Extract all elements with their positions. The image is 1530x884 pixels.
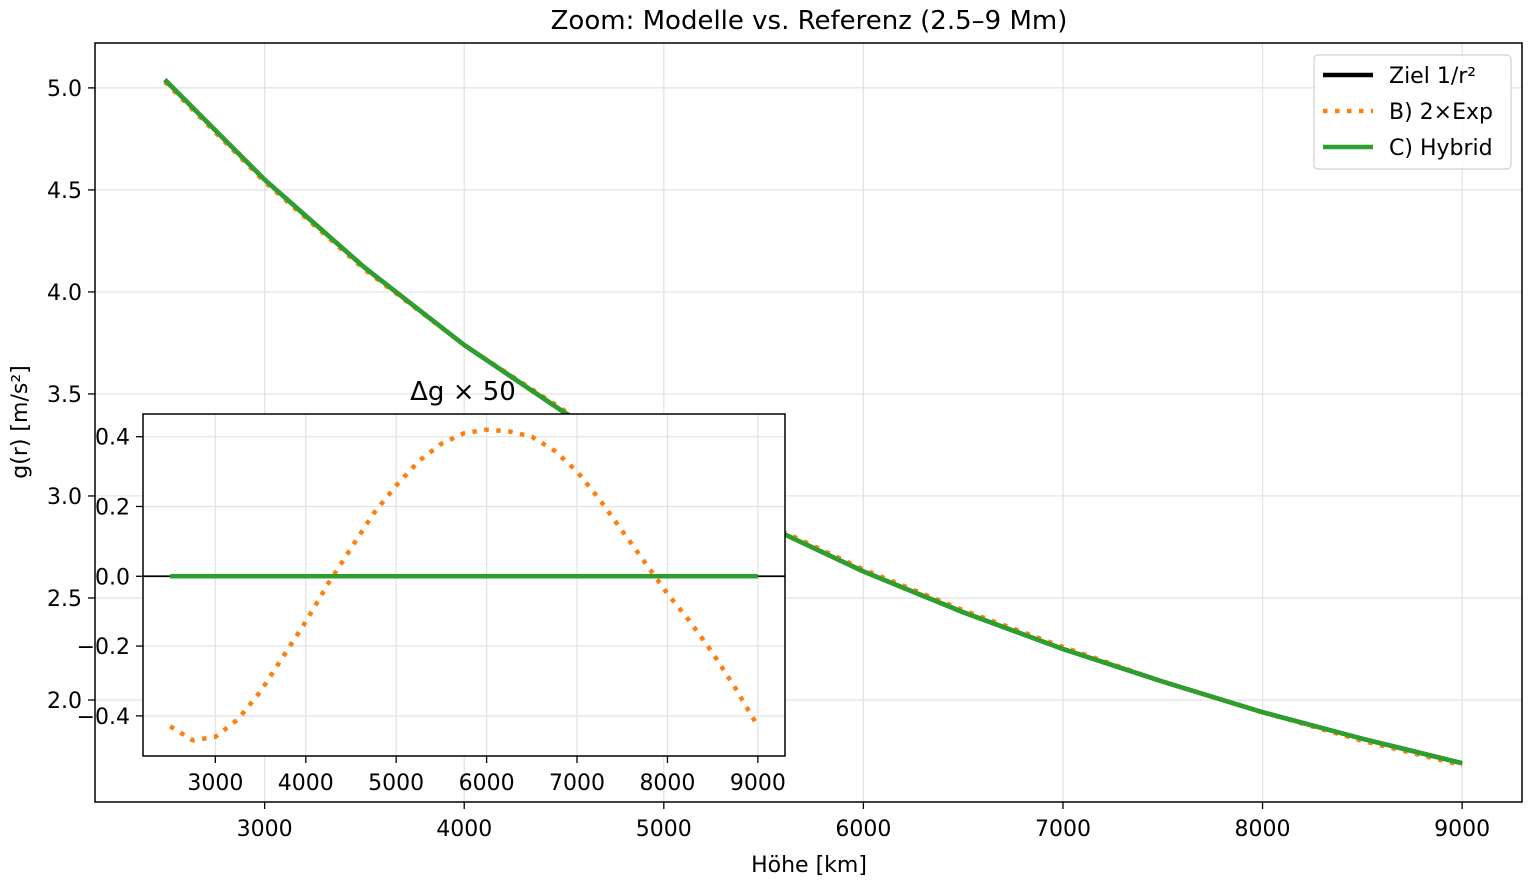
y-axis-label: g(r) [m/s²] (8, 365, 33, 478)
inset-xtick-label-0: 3000 (187, 771, 243, 796)
inset-background (143, 414, 785, 756)
legend-label-c-hybrid: C) Hybrid (1389, 136, 1493, 161)
inset-ytick-label-4: 0.4 (95, 426, 130, 451)
main-xtick-label-1: 4000 (436, 817, 492, 842)
main-xtick-label-3: 6000 (835, 817, 891, 842)
legend: Ziel 1/r² B) 2×Exp C) Hybrid (1313, 54, 1512, 170)
main-xtick-label-4: 7000 (1035, 817, 1091, 842)
inset-ytick-label-0: −0.4 (77, 705, 130, 730)
main-ytick-label-6: 5.0 (47, 77, 82, 102)
inset-xtick-label-3: 6000 (459, 771, 515, 796)
main-grid (95, 43, 1522, 802)
legend-label-ziel: Ziel 1/r² (1389, 64, 1476, 89)
x-axis-label: Höhe [km] (751, 853, 867, 878)
main-ytick-label-4: 4.0 (47, 281, 82, 306)
main-ytick-label-1: 2.5 (47, 587, 82, 612)
inset-series-0-line (168, 427, 760, 743)
main-axes-frame (94, 42, 1523, 803)
main-ticks: 3000 4000 5000 6000 7000 8000 9000 2.0 2.5 3.0 3.5… (47, 77, 1490, 842)
inset-ticks: 3000 4000 5000 6000 7000 8000 9000 −0.4 −0.2 0.0 0… (77, 426, 786, 796)
main-xtick-label-0: 3000 (237, 817, 293, 842)
inset-ytick-label-3: 0.2 (95, 495, 130, 520)
legend-frame (1313, 54, 1512, 170)
inset-ytick-label-2: 0.0 (95, 565, 130, 590)
inset-ytick-label-1: −0.2 (77, 635, 130, 660)
main-ytick-label-5: 4.5 (47, 179, 82, 204)
inset-xtick-label-5: 8000 (639, 771, 695, 796)
legend-label-b-2exp: B) 2×Exp (1389, 100, 1493, 125)
main-xtick-label-6: 9000 (1434, 817, 1490, 842)
main-ytick-label-0: 2.0 (47, 689, 82, 714)
inset-series (143, 427, 785, 743)
main-ytick-label-2: 3.0 (47, 485, 82, 510)
main-xtick-label-5: 8000 (1235, 817, 1291, 842)
main-series (163, 78, 1463, 768)
main-ytick-label-3: 3.5 (47, 383, 82, 408)
inset-xtick-label-2: 5000 (368, 771, 424, 796)
inset-xtick-label-1: 4000 (278, 771, 334, 796)
inset-xtick-label-4: 7000 (549, 771, 605, 796)
main-series-c-hybrid-line (163, 78, 1463, 766)
inset-xtick-label-6: 9000 (730, 771, 786, 796)
inset-axes-frame (142, 413, 786, 757)
main-xtick-label-2: 5000 (636, 817, 692, 842)
inset-title: Δg × 50 (410, 377, 516, 407)
main-title: Zoom: Modelle vs. Referenz (2.5–9 Mm) (551, 6, 1068, 36)
